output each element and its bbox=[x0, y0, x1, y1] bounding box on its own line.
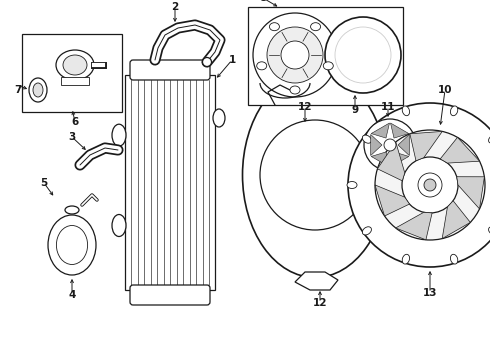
Text: 10: 10 bbox=[438, 85, 452, 95]
Circle shape bbox=[335, 27, 391, 83]
Circle shape bbox=[348, 103, 490, 267]
Circle shape bbox=[384, 139, 396, 151]
Polygon shape bbox=[295, 272, 338, 290]
Ellipse shape bbox=[29, 78, 47, 102]
Ellipse shape bbox=[257, 62, 267, 70]
Circle shape bbox=[364, 119, 416, 171]
Circle shape bbox=[253, 13, 337, 97]
Ellipse shape bbox=[402, 106, 410, 116]
Text: 7: 7 bbox=[15, 85, 22, 95]
Ellipse shape bbox=[402, 254, 410, 264]
Ellipse shape bbox=[489, 135, 490, 143]
Bar bbox=[248, 7, 403, 105]
Circle shape bbox=[260, 120, 370, 230]
Ellipse shape bbox=[33, 83, 43, 97]
Polygon shape bbox=[410, 131, 442, 161]
Ellipse shape bbox=[323, 62, 333, 70]
Ellipse shape bbox=[243, 72, 388, 278]
Text: 6: 6 bbox=[72, 117, 78, 127]
Text: 11: 11 bbox=[381, 102, 395, 112]
Polygon shape bbox=[377, 142, 405, 181]
Ellipse shape bbox=[290, 86, 300, 94]
Ellipse shape bbox=[347, 181, 357, 189]
Polygon shape bbox=[371, 134, 382, 156]
Ellipse shape bbox=[112, 124, 126, 146]
Polygon shape bbox=[391, 123, 409, 138]
Ellipse shape bbox=[450, 106, 458, 116]
Text: 9: 9 bbox=[351, 105, 359, 115]
Circle shape bbox=[267, 27, 323, 83]
Polygon shape bbox=[457, 177, 485, 209]
Ellipse shape bbox=[56, 225, 88, 265]
Polygon shape bbox=[371, 152, 390, 167]
Bar bbox=[22, 34, 122, 112]
Ellipse shape bbox=[363, 135, 371, 143]
Text: 13: 13 bbox=[423, 288, 437, 298]
Ellipse shape bbox=[311, 23, 320, 31]
Circle shape bbox=[281, 41, 309, 69]
Bar bbox=[125, 75, 215, 290]
Text: 4: 4 bbox=[68, 290, 75, 300]
Circle shape bbox=[418, 173, 442, 197]
FancyBboxPatch shape bbox=[130, 60, 210, 80]
Text: 12: 12 bbox=[313, 298, 327, 308]
Circle shape bbox=[424, 179, 436, 191]
Ellipse shape bbox=[48, 215, 96, 275]
Ellipse shape bbox=[112, 215, 126, 237]
Polygon shape bbox=[395, 212, 432, 240]
Ellipse shape bbox=[213, 109, 225, 127]
Polygon shape bbox=[375, 185, 410, 216]
Text: 12: 12 bbox=[298, 102, 312, 112]
Ellipse shape bbox=[363, 227, 371, 235]
Ellipse shape bbox=[202, 58, 212, 67]
Ellipse shape bbox=[63, 55, 87, 75]
Ellipse shape bbox=[489, 227, 490, 235]
Text: 3: 3 bbox=[69, 132, 75, 142]
Ellipse shape bbox=[65, 206, 79, 214]
Polygon shape bbox=[440, 138, 480, 163]
Text: 5: 5 bbox=[40, 178, 48, 188]
Circle shape bbox=[402, 157, 458, 213]
Ellipse shape bbox=[56, 50, 94, 80]
Text: 8: 8 bbox=[259, 0, 267, 3]
Polygon shape bbox=[398, 134, 409, 156]
Ellipse shape bbox=[450, 254, 458, 264]
Text: 1: 1 bbox=[228, 55, 236, 65]
Circle shape bbox=[375, 130, 485, 240]
Ellipse shape bbox=[270, 23, 279, 31]
Text: 2: 2 bbox=[172, 2, 179, 12]
Polygon shape bbox=[371, 123, 390, 138]
Circle shape bbox=[325, 17, 401, 93]
Polygon shape bbox=[442, 201, 470, 239]
FancyBboxPatch shape bbox=[130, 285, 210, 305]
Bar bbox=[61, 77, 89, 85]
Polygon shape bbox=[391, 152, 409, 167]
